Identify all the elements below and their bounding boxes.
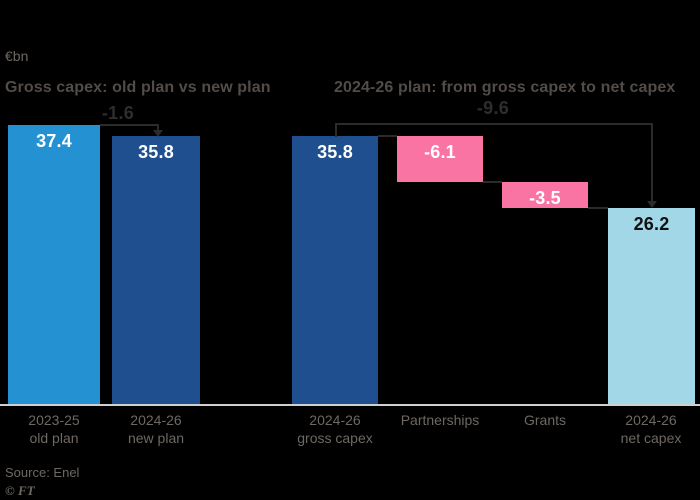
x-axis-tick-label: 2024-26 net capex — [620, 412, 682, 446]
waterfall-connector-line — [483, 181, 502, 184]
bar-value-label: 37.4 — [36, 130, 72, 151]
y-axis-unit-label: €bn — [5, 48, 29, 64]
x-axis-tick-label: 2024-26 gross capex — [297, 412, 373, 446]
waterfall-connector-line — [588, 207, 608, 210]
annotation-bracket-line — [157, 124, 159, 130]
right-chart-title: 2024-26 plan: from gross capex to net ca… — [334, 79, 676, 96]
bar-segment: -6.1 — [397, 136, 483, 183]
bar-segment: 37.4 — [8, 124, 100, 405]
bar-segment: 26.2 — [608, 208, 695, 405]
source-note: Source: Enel — [5, 465, 80, 480]
bar-segment: 35.8 — [112, 136, 200, 405]
bar-value-label: -6.1 — [424, 142, 456, 163]
bar-segment: 35.8 — [292, 136, 378, 405]
x-axis-tick-label: Grants — [523, 412, 566, 428]
annotation-bracket-line — [335, 122, 337, 137]
annotation-value-label: -1.6 — [101, 103, 135, 123]
x-axis-tick-label: Partnerships — [400, 412, 480, 428]
bar-value-label: -3.5 — [529, 188, 561, 209]
arrow-down-icon — [153, 129, 163, 137]
x-axis-tick-label: 2024-26 new plan — [127, 412, 185, 446]
annotation-bracket-line — [100, 124, 159, 126]
arrow-down-icon — [647, 200, 657, 208]
bar-segment: -3.5 — [502, 182, 588, 209]
bar-value-label: 26.2 — [633, 214, 670, 235]
x-axis-tick-label: 2023-25 old plan — [28, 412, 80, 446]
annotation-bracket-line — [335, 122, 653, 125]
x-axis-line — [0, 404, 700, 406]
ft-copyright: © FT — [5, 483, 35, 498]
waterfall-connector-line — [378, 135, 397, 138]
annotation-bracket-line — [651, 122, 653, 201]
annotation-value-label: -9.6 — [476, 98, 510, 118]
left-chart-title: Gross capex: old plan vs new plan — [5, 79, 271, 96]
bar-value-label: 35.8 — [138, 142, 174, 163]
bar-value-label: 35.8 — [317, 142, 353, 163]
